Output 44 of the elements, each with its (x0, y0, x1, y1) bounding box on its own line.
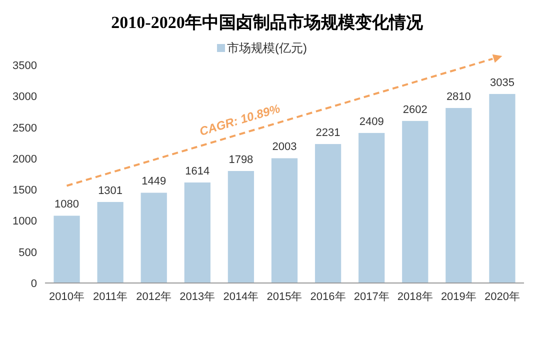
x-tick-label: 2013年 (180, 291, 216, 303)
data-label: 2810 (446, 90, 471, 103)
x-tick-label: 2018年 (397, 291, 433, 303)
y-tick-label: 2000 (12, 153, 37, 166)
x-tick-label: 2016年 (310, 291, 346, 303)
data-label: 2409 (359, 116, 384, 128)
x-tick-label: 2011年 (92, 291, 128, 303)
data-label: 1614 (185, 165, 210, 178)
x-tick-label: 2020年 (484, 291, 520, 303)
x-tick-label: 2019年 (440, 291, 476, 303)
x-tick-label: 2014年 (223, 291, 259, 303)
bar (228, 171, 254, 283)
y-tick-label: 0 (30, 278, 37, 290)
y-tick-label: 1000 (12, 216, 37, 228)
data-label: 2231 (316, 127, 340, 140)
bar (140, 192, 167, 283)
data-label: 2003 (272, 141, 297, 154)
bar (358, 132, 385, 283)
y-tick-label: 3500 (12, 60, 37, 72)
data-label: 2602 (402, 104, 428, 116)
y-tick-label: 1500 (12, 184, 37, 197)
bar (489, 94, 516, 283)
x-tick-label: 2010年 (49, 291, 85, 303)
y-tick-label: 2500 (12, 122, 37, 134)
x-tick-label: 2012年 (136, 291, 172, 303)
y-tick-label: 3000 (12, 91, 37, 104)
bar (97, 202, 124, 283)
chart-title: 2010-2020年中国卤制品市场规模变化情况 (111, 13, 424, 32)
data-label: 1798 (228, 154, 254, 166)
bar (54, 216, 80, 283)
bar (402, 120, 428, 283)
y-tick-label: 500 (18, 246, 37, 259)
x-tick-label: 2015年 (266, 291, 302, 303)
bar (446, 108, 472, 283)
bar (314, 144, 342, 283)
legend-label: 市场规模(亿元) (227, 41, 307, 55)
data-label: 1301 (98, 184, 123, 197)
x-tick-label: 2017年 (354, 291, 390, 303)
data-label: 3035 (490, 76, 514, 89)
bar (271, 158, 298, 283)
data-label: 1449 (142, 176, 166, 188)
bar (184, 182, 210, 283)
annotation: CAGR: 10.89% (198, 101, 282, 139)
data-label: 1080 (54, 198, 80, 211)
